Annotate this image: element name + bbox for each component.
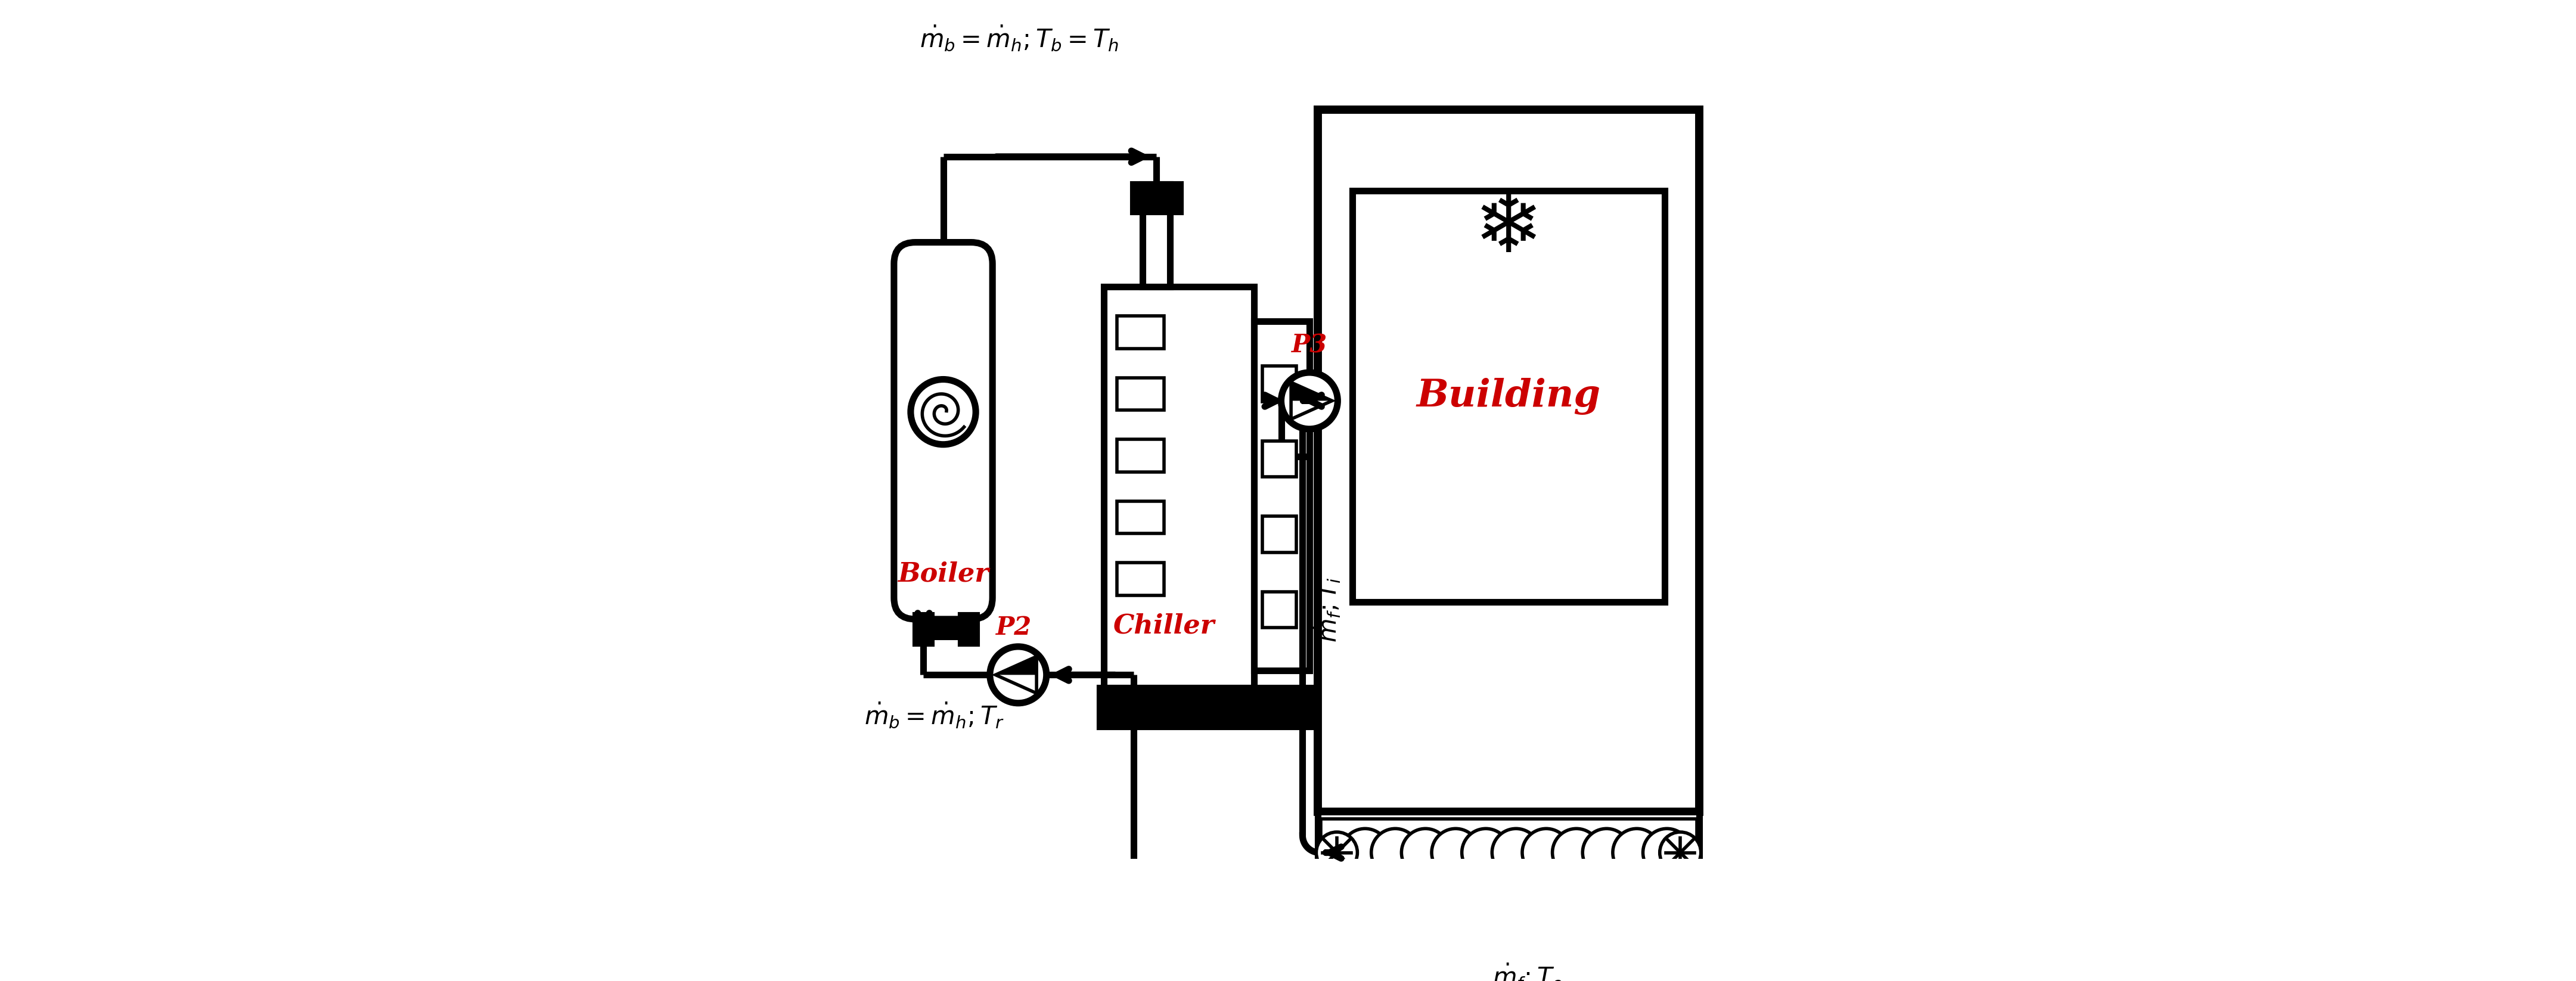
Bar	[1255, 321, 1309, 671]
Circle shape	[1401, 829, 1450, 877]
Text: $\dot{m}_b = \dot{m}_h; T_r$: $\dot{m}_b = \dot{m}_h; T_r$	[863, 700, 1005, 730]
Circle shape	[1492, 829, 1540, 877]
Bar	[1100, 688, 1314, 726]
Circle shape	[1432, 829, 1479, 877]
Bar	[1144, 184, 1170, 286]
Text: $\dot{m}_f; T_i$: $\dot{m}_f; T_i$	[1314, 577, 1342, 643]
Circle shape	[1613, 829, 1662, 877]
Bar	[1133, 184, 1180, 212]
Bar	[961, 615, 976, 644]
Bar	[1262, 441, 1296, 477]
Circle shape	[1582, 829, 1631, 877]
FancyBboxPatch shape	[894, 242, 992, 619]
Text: P3: P3	[1291, 333, 1327, 358]
Bar	[1352, 191, 1664, 602]
Bar	[1262, 516, 1296, 552]
Bar	[1319, 110, 1700, 812]
Text: P2: P2	[997, 615, 1033, 641]
Polygon shape	[994, 656, 1036, 675]
Text: Chiller: Chiller	[1113, 613, 1213, 639]
Circle shape	[1280, 373, 1337, 429]
Circle shape	[1370, 829, 1419, 877]
Bar	[1115, 316, 1164, 348]
Circle shape	[1659, 832, 1700, 873]
Circle shape	[1553, 829, 1600, 877]
Circle shape	[912, 380, 976, 444]
Bar	[1262, 592, 1296, 628]
Bar	[1115, 501, 1164, 534]
Text: $\dot{m}_f; T_o$: $\dot{m}_f; T_o$	[1492, 961, 1564, 981]
Bar	[1115, 563, 1164, 595]
Circle shape	[1643, 829, 1690, 877]
Circle shape	[1461, 829, 1510, 877]
Circle shape	[989, 646, 1046, 703]
Circle shape	[1342, 829, 1388, 877]
Text: Building: Building	[1417, 378, 1600, 415]
Bar	[1319, 812, 1700, 894]
Bar	[930, 619, 956, 637]
Text: ❄: ❄	[1473, 188, 1543, 269]
Polygon shape	[1291, 383, 1332, 419]
Polygon shape	[994, 656, 1036, 694]
Text: Boiler: Boiler	[896, 561, 989, 587]
Bar	[914, 615, 930, 644]
Bar	[1115, 378, 1164, 410]
Circle shape	[1522, 829, 1571, 877]
Bar	[1115, 439, 1164, 472]
Bar	[1262, 366, 1296, 401]
Text: $\dot{m}_b = \dot{m}_h; T_b = T_h$: $\dot{m}_b = \dot{m}_h; T_b = T_h$	[920, 24, 1118, 53]
Circle shape	[1316, 832, 1358, 873]
Bar	[1321, 819, 1698, 887]
Bar	[1105, 286, 1255, 688]
Polygon shape	[1291, 383, 1332, 401]
